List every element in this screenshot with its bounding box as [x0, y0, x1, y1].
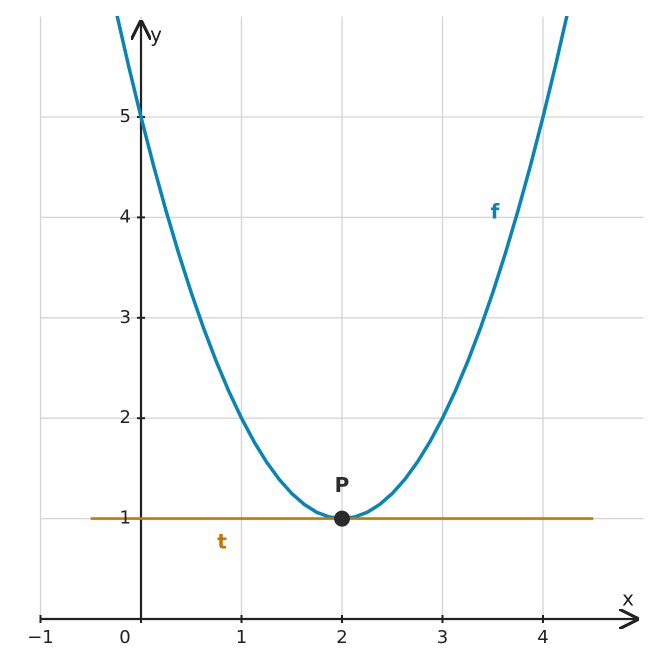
- x-tick-label: 2: [336, 627, 347, 648]
- x-tick-label: 1: [236, 627, 247, 648]
- x-tick-label: −1: [27, 627, 54, 648]
- x-tick-label: 4: [537, 627, 548, 648]
- y-tick-label: 2: [120, 407, 131, 428]
- x-axis-label: x: [622, 587, 634, 611]
- point: [334, 510, 351, 527]
- y-axis-label: y: [150, 23, 162, 47]
- point-label: P: [335, 473, 350, 497]
- labels: x y −1 0 1 2 3 4 1 2 3 4 5 f t P: [27, 23, 634, 649]
- series-label: t: [217, 530, 227, 554]
- x-tick-label: 0: [119, 627, 130, 648]
- y-tick-label: 4: [120, 206, 131, 227]
- x-tick-label: 3: [437, 627, 448, 648]
- series-label: f: [491, 200, 500, 224]
- y-tick-label: 1: [120, 508, 131, 529]
- y-tick-label: 5: [120, 106, 131, 127]
- y-tick-label: 3: [120, 307, 131, 328]
